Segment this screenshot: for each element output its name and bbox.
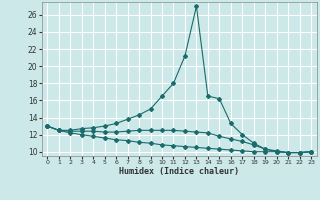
X-axis label: Humidex (Indice chaleur): Humidex (Indice chaleur) — [119, 167, 239, 176]
